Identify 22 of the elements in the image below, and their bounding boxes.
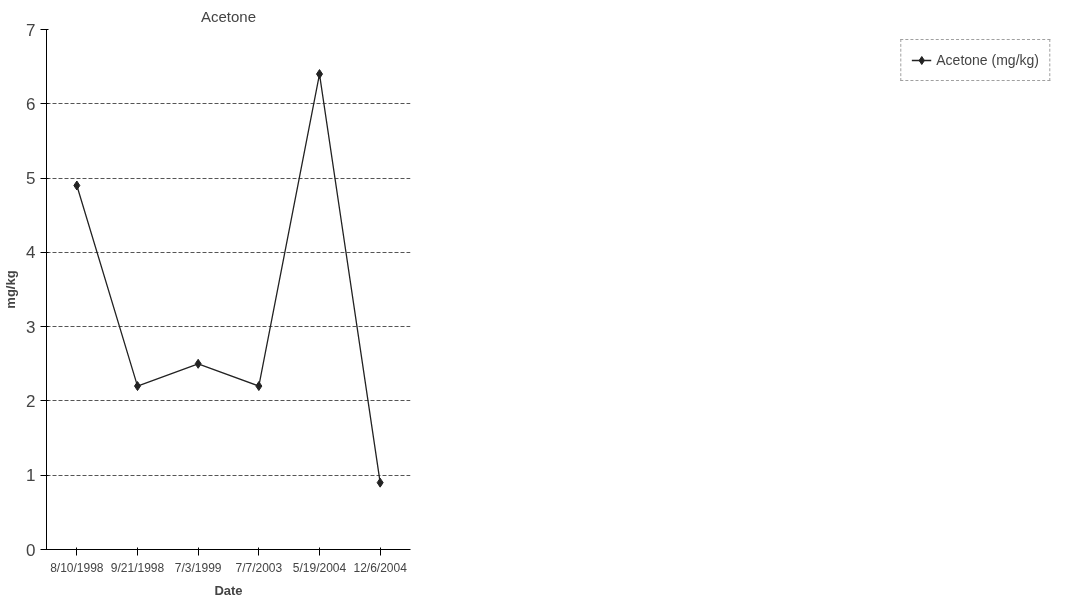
point [73, 180, 81, 191]
point [376, 477, 384, 488]
legend-label: Acetone (mg/kg) [936, 52, 1039, 68]
x-tick-label: 7/3/1999 [174, 560, 222, 575]
y-tick-label: 7 [26, 20, 36, 40]
x-axis-title: Date [214, 582, 243, 598]
x-tick-label: 12/6/2004 [353, 560, 408, 575]
y-axis-title: mg/kg [3, 270, 19, 309]
x-tick-label: 8/10/1998 [50, 560, 104, 575]
point [194, 358, 202, 369]
point [255, 381, 263, 392]
x-tick-label: 5/19/2004 [292, 560, 347, 575]
x-tick-label: 9/21/1998 [110, 560, 165, 575]
y-tick-label: 3 [26, 317, 36, 337]
y-tick-label: 0 [26, 540, 36, 560]
chart-title: Acetone [200, 7, 257, 25]
y-tick-label: 2 [26, 391, 36, 411]
y-tick-label: 6 [26, 94, 36, 114]
y-tick-label: 5 [26, 169, 36, 189]
x-tick-label: 7/7/2003 [235, 560, 283, 575]
y-tick-label: 1 [26, 466, 36, 486]
y-tick-label: 4 [26, 243, 36, 263]
